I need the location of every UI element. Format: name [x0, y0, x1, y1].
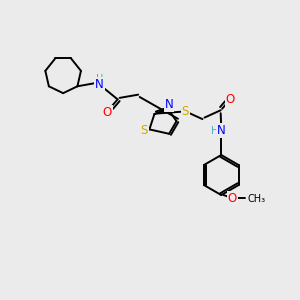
Text: CH₃: CH₃	[248, 194, 266, 204]
Text: N: N	[165, 98, 173, 111]
Text: H: H	[211, 126, 218, 136]
Text: N: N	[95, 78, 104, 91]
Text: S: S	[182, 105, 189, 118]
Text: O: O	[228, 192, 237, 205]
Text: N: N	[217, 124, 226, 137]
Text: O: O	[103, 106, 112, 119]
Text: H: H	[96, 74, 103, 84]
Text: O: O	[226, 93, 235, 106]
Text: S: S	[140, 124, 148, 137]
